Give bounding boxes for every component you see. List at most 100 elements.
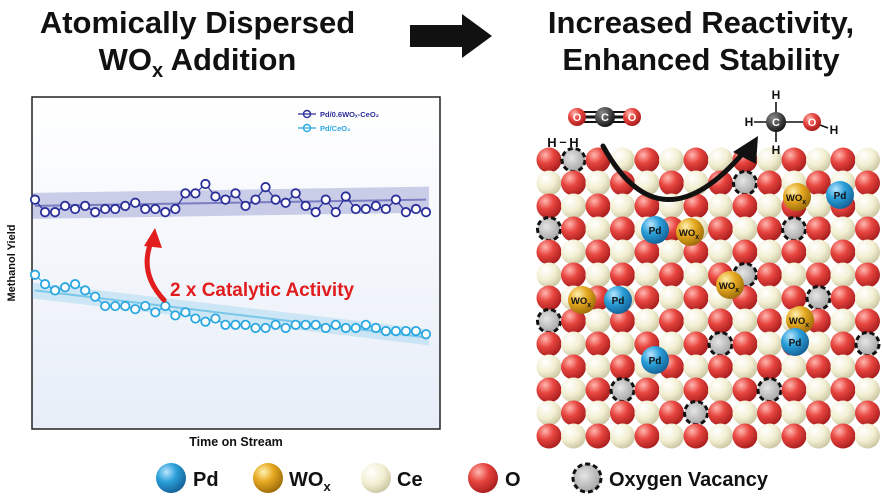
activity-annotation: 2 x Catalytic Activity	[170, 280, 355, 301]
lattice-atoms	[536, 147, 881, 449]
oxygen-atom	[757, 400, 782, 426]
data-point-s0-21	[240, 200, 251, 211]
wox-atom-label: WOx	[679, 228, 699, 241]
data-point-s1-1	[39, 279, 51, 290]
methanol-label-o: O	[808, 117, 817, 129]
data-point-s0-13	[160, 207, 171, 218]
data-point-s0-38	[410, 203, 422, 215]
methanol-molecule: C O H H H H	[745, 88, 839, 157]
cerium-atom	[732, 216, 758, 242]
legend-ce-icon	[361, 463, 391, 493]
data-point-s1-25	[280, 322, 291, 334]
oxygen-atom	[585, 193, 611, 219]
co2-label-o1: O	[573, 112, 582, 124]
title-left-rest: Addition	[163, 42, 297, 77]
cerium-atom	[536, 262, 562, 288]
data-point-s1-38	[410, 325, 422, 337]
h2-molecule: H – H	[547, 134, 578, 150]
oxygen-atom	[561, 262, 586, 288]
data-point-s1-4	[70, 279, 81, 290]
cerium-atom	[536, 400, 562, 426]
cerium-atom	[659, 147, 684, 173]
wox-atom-label: WOx	[719, 281, 739, 294]
cerium-atom	[585, 216, 611, 242]
methanol-label-c: C	[772, 117, 780, 129]
title-right-line2: Enhanced Stability	[562, 42, 840, 77]
trend-line-1	[34, 289, 427, 339]
cerium-atom	[659, 285, 684, 311]
data-point-s0-27	[300, 200, 311, 211]
data-point-s1-6	[90, 291, 101, 302]
oxygen-atom	[536, 331, 562, 357]
cerium-atom	[830, 308, 856, 334]
data-point-s1-7	[100, 300, 111, 312]
data-point-s0-20	[230, 188, 241, 199]
data-point-s1-30	[330, 319, 341, 330]
oxygen-atom	[806, 400, 831, 426]
pd-atom	[826, 181, 854, 209]
h2-bond: –	[559, 134, 566, 149]
cerium-atom	[757, 147, 782, 173]
oxygen-atom	[855, 400, 880, 426]
activity-arrow-head-icon	[144, 228, 162, 248]
oxygen-atom	[561, 170, 586, 196]
cerium-atom	[610, 423, 635, 449]
data-point-s1-10	[130, 304, 141, 315]
wox-atom	[676, 218, 704, 246]
data-point-s0-31	[340, 191, 351, 202]
data-point-s1-9	[120, 300, 131, 312]
oxygen-atom	[830, 285, 856, 311]
oxygen-atom	[561, 308, 586, 334]
data-point-s1-20	[230, 319, 241, 330]
data-point-s1-3	[59, 282, 71, 293]
wox-atom-label: WOx	[571, 296, 591, 309]
data-point-s1-17	[200, 316, 211, 327]
data-point-s0-28	[310, 207, 321, 218]
oxygen-atom	[806, 262, 831, 288]
cerium-atom	[806, 331, 831, 357]
legend-pd: Pd	[156, 463, 219, 493]
data-point-s0-14	[170, 203, 181, 215]
title-right: Increased Reactivity, Enhanced Stability	[520, 4, 882, 78]
cerium-atom	[708, 147, 733, 173]
cerium-atom	[634, 262, 660, 288]
oxygen-atom	[781, 423, 807, 449]
oxygen-atom	[659, 308, 684, 334]
oxygen-atom	[585, 147, 611, 173]
cerium-atom	[757, 193, 782, 219]
legend-ce: Ce	[361, 463, 423, 493]
oxygen-atom	[830, 147, 856, 173]
cerium-atom	[659, 423, 684, 449]
oxygen-atom	[757, 216, 782, 242]
oxygen-atom	[855, 262, 880, 288]
oxygen-atom	[683, 285, 709, 311]
legend-vacancy: Oxygen Vacancy	[571, 462, 769, 494]
data-point-s0-22	[250, 194, 261, 205]
data-point-s0-25	[280, 197, 291, 208]
cerium-atom	[708, 193, 733, 219]
data-point-s0-34	[370, 200, 381, 211]
pd-atom-label: Pd	[612, 296, 625, 307]
co2-oxygen-left	[568, 108, 586, 126]
trend-line-0	[34, 198, 426, 207]
data-point-s0-35	[380, 203, 391, 215]
data-point-s1-11	[140, 300, 151, 312]
data-point-s1-23	[260, 322, 271, 334]
title-right-line1: Increased Reactivity,	[547, 5, 855, 40]
cerium-atom	[781, 400, 807, 426]
data-point-s0-2	[49, 207, 61, 218]
co2-molecule: O C O	[568, 107, 641, 127]
pd-atom	[641, 216, 669, 244]
data-point-s1-29	[320, 322, 331, 334]
chart-legend: Pd/0.6WOₓ-CeO₂ Pd/CeO₂	[298, 109, 379, 133]
oxygen-atom	[536, 193, 562, 219]
methanol-label-h1: H	[772, 88, 781, 102]
cerium-atom	[585, 170, 611, 196]
data-point-s1-28	[310, 319, 321, 330]
data-point-s0-18	[210, 191, 221, 202]
data-point-s0-9	[120, 200, 131, 211]
oxygen-atom	[536, 285, 562, 311]
data-point-s0-37	[400, 207, 412, 218]
legend-label-ceo2: Pd/CeO₂	[320, 124, 350, 133]
